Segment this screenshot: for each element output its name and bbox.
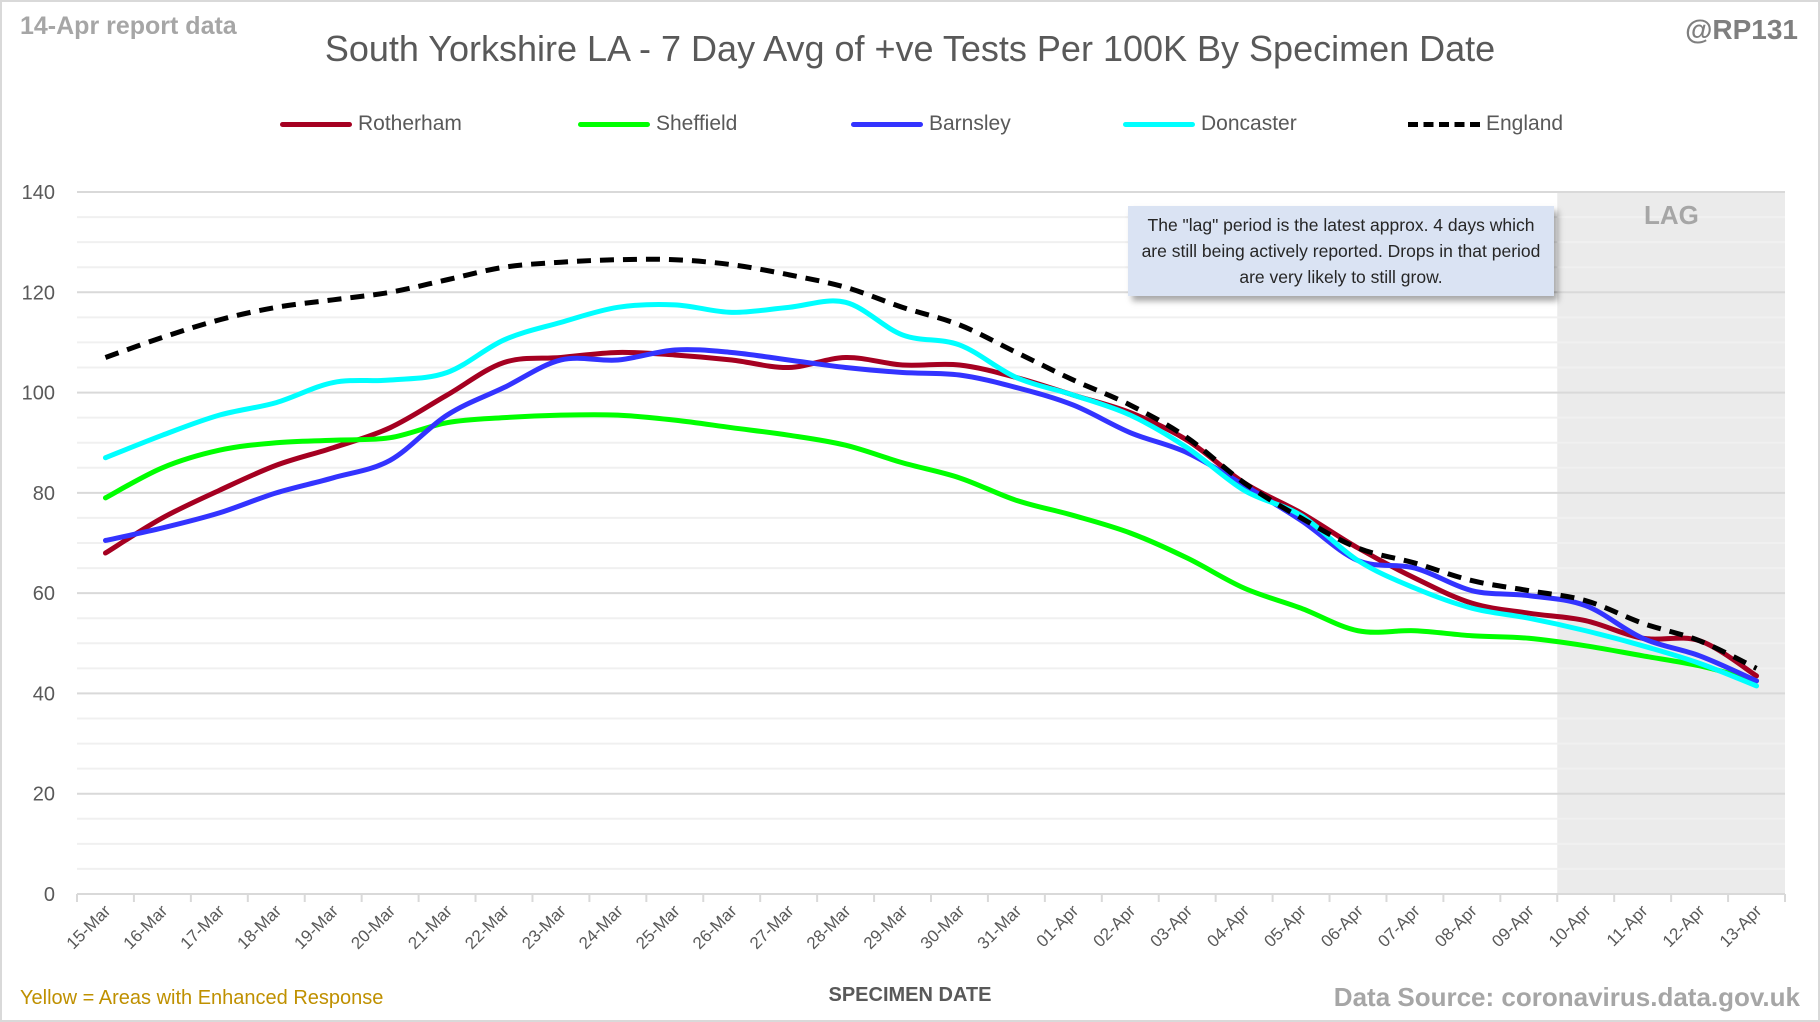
legend-item-sheffield: Sheffield [578,112,737,136]
series-line-doncaster [102,298,1760,689]
footnote: Yellow = Areas with Enhanced Response [20,987,384,1009]
x-tick-label: 28-Mar [803,901,855,953]
x-tick-label: 27-Mar [746,901,798,953]
y-tick-label: 60 [33,583,55,605]
legend-swatch-rotherham [280,121,352,127]
y-tick-label: 120 [22,282,55,304]
x-tick-label: 22-Mar [461,901,513,953]
legend-label: Barnsley [929,112,1011,135]
legend: Rotherham Sheffield Barnsley Doncaster E… [0,112,1820,142]
x-tick-label: 04-Apr [1203,901,1253,951]
data-source: Data Source: coronavirus.data.gov.uk [1333,982,1800,1012]
legend-label: Doncaster [1201,112,1297,135]
x-tick-label: 01-Apr [1033,901,1083,951]
legend-swatch-doncaster [1123,121,1195,127]
legend-label: England [1486,112,1564,135]
x-tick-label: 20-Mar [347,901,399,953]
legend-item-barnsley: Barnsley [851,112,1011,136]
legend-item-doncaster: Doncaster [1123,112,1297,136]
chart-title: South Yorkshire LA - 7 Day Avg of +ve Te… [324,28,1496,69]
y-tick-label: 80 [33,483,55,505]
legend-label: Sheffield [656,112,738,135]
x-tick-label: 06-Apr [1317,901,1367,951]
x-tick-label: 31-Mar [974,901,1026,953]
x-tick-label: 24-Mar [575,901,627,953]
x-tick-label: 03-Apr [1147,901,1197,951]
legend-swatch-sheffield [578,121,650,127]
author-handle: @RP131 [1685,14,1798,45]
y-tick-label: 0 [44,884,55,906]
y-tick-label: 40 [33,683,55,705]
legend-item-rotherham: Rotherham [280,112,462,136]
y-tick-label: 20 [33,784,55,806]
x-axis-title: SPECIMEN DATE [828,984,992,1006]
series-line-rotherham [102,349,1760,679]
x-tick-label: 05-Apr [1260,901,1310,951]
legend-swatch-barnsley [851,121,923,127]
x-tick-label: 15-Mar [63,901,115,953]
x-tick-label: 25-Mar [632,901,684,953]
x-tick-label: 17-Mar [177,901,229,953]
series-line-sheffield [102,412,1760,684]
x-tick-label: 30-Mar [917,901,969,953]
x-tick-label: 23-Mar [518,901,570,953]
legend-item-england: England [1408,112,1563,136]
x-tick-label: 02-Apr [1090,901,1140,951]
x-tick-label: 19-Mar [291,901,343,953]
x-tick-label: 09-Apr [1488,901,1538,951]
x-tick-label: 21-Mar [404,901,456,953]
x-tick-label: 08-Apr [1431,901,1481,951]
legend-label: Rotherham [358,112,462,135]
x-tick-label: 13-Apr [1716,901,1766,951]
x-tick-label: 07-Apr [1374,901,1424,951]
x-tick-label: 10-Apr [1545,901,1595,951]
series-line-england [104,256,1758,671]
x-tick-label: 12-Apr [1659,901,1709,951]
x-tick-label: 16-Mar [120,901,172,953]
legend-swatch-england [1408,121,1480,127]
x-tick-label: 26-Mar [689,901,741,953]
lag-annotation-box: The "lag" period is the latest approx. 4… [1128,206,1554,296]
y-tick-label: 100 [22,383,55,405]
series-line-barnsley [102,347,1760,684]
x-tick-label: 18-Mar [234,901,286,953]
lag-label: LAG [1644,200,1699,230]
y-tick-label: 140 [22,182,55,204]
x-tick-label: 29-Mar [860,901,912,953]
x-tick-label: 11-Apr [1603,901,1652,950]
report-date-label: 14-Apr report data [20,12,237,40]
